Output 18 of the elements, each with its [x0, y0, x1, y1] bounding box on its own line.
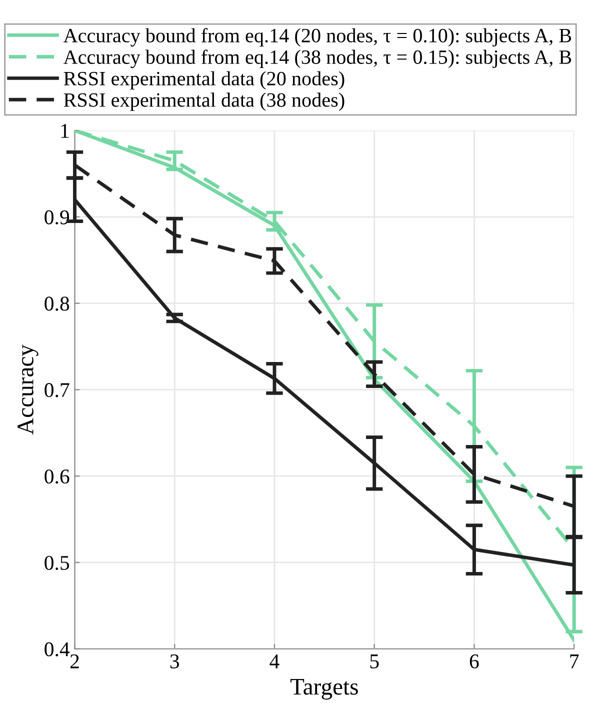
- y-tick-label: 0.4: [44, 642, 70, 656]
- x-axis-title: Targets: [290, 679, 358, 700]
- x-tick-label: 2: [70, 654, 79, 668]
- legend-label: Accuracy bound from eq.14 (20 nodes, τ = 0.10): subjects A, B: [63, 28, 572, 47]
- x-tick-label: 5: [370, 654, 379, 668]
- x-tick-label: 6: [470, 654, 479, 668]
- y-axis-title: Accuracy: [18, 344, 38, 435]
- y-tick-label: 0.5: [44, 556, 70, 570]
- y-tick-label: 1: [61, 124, 69, 138]
- legend-label: RSSI experimental data (38 nodes): [64, 92, 344, 111]
- x-tick-label: 7: [570, 654, 579, 668]
- legend-label: RSSI experimental data (20 nodes): [64, 71, 344, 90]
- y-tick-label: 0.7: [44, 383, 70, 398]
- legend-label: Accuracy bound from eq.14 (38 nodes, τ = 0.15): subjects A, B: [63, 50, 572, 68]
- y-tick-label: 0.8: [44, 296, 70, 311]
- x-tick-label: 4: [270, 654, 280, 668]
- y-tick-label: 0.6: [44, 469, 70, 484]
- x-tick-label: 3: [170, 654, 180, 668]
